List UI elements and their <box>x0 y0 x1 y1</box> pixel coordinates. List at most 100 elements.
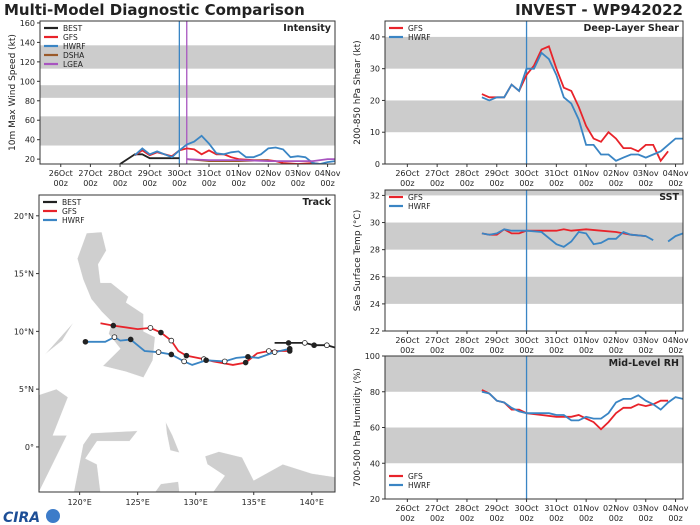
x-tick-hour: 00z <box>202 179 216 188</box>
track-position-marker <box>168 351 175 358</box>
storm-id: INVEST - WP942022 <box>515 1 683 19</box>
cira-logo-globe <box>46 509 60 523</box>
land-mass <box>73 430 139 493</box>
x-tick-date: 28Oct <box>108 169 132 178</box>
x-tick-hour: 00z <box>400 179 414 188</box>
x-tick-hour: 00z <box>668 179 682 188</box>
x-tick-hour: 00z <box>113 179 127 188</box>
x-tick-hour: 00z <box>668 514 682 523</box>
cira-logo: CIRA <box>3 509 60 525</box>
rh-panel: 2040608010026Oct00z27Oct00z28Oct00z29Oct… <box>353 352 689 523</box>
y-tick-label: 30 <box>370 219 380 228</box>
track-position-marker <box>271 349 278 355</box>
track-position-marker <box>155 349 162 355</box>
legend-label-hwrf: HWRF <box>408 33 431 42</box>
land-mass <box>38 388 69 493</box>
y-tick-label: 20 <box>370 96 380 105</box>
x-tick-hour: 00z <box>519 514 533 523</box>
x-tick-date: 26Oct <box>49 169 73 178</box>
legend-label-gfs: GFS <box>408 24 423 33</box>
lat-tick-label: 10°N <box>14 327 34 336</box>
legend-label-hwrf: HWRF <box>408 481 431 490</box>
y-axis-label: 200-850 hPa Shear (kt) <box>353 40 363 144</box>
x-tick-date: 31Oct <box>544 336 568 345</box>
x-tick-date: 30Oct <box>515 169 539 178</box>
x-tick-date: 01Nov <box>573 504 599 513</box>
shaded-band <box>385 222 683 250</box>
x-tick-hour: 00z <box>519 179 533 188</box>
x-tick-date: 28Oct <box>455 336 479 345</box>
track-position-marker <box>82 338 89 345</box>
x-tick-date: 02Nov <box>255 169 281 178</box>
x-tick-hour: 00z <box>143 179 157 188</box>
x-tick-hour: 00z <box>639 514 653 523</box>
x-tick-date: 28Oct <box>455 169 479 178</box>
lat-tick-label: 5°N <box>19 385 34 394</box>
x-tick-hour: 00z <box>668 346 682 355</box>
shear-panel: 01020304026Oct00z27Oct00z28Oct00z29Oct00… <box>353 20 689 188</box>
x-tick-hour: 00z <box>231 179 245 188</box>
legend-label-gfs: GFS <box>62 207 77 216</box>
x-tick-hour: 00z <box>430 179 444 188</box>
x-tick-date: 03Nov <box>633 504 659 513</box>
series-gfs <box>481 389 669 431</box>
x-tick-hour: 00z <box>490 346 504 355</box>
track-position-marker <box>181 358 187 365</box>
y-tick-label: 40 <box>370 33 380 42</box>
y-tick-label: 24 <box>370 300 380 309</box>
series-best <box>119 153 180 164</box>
x-tick-date: 27Oct <box>425 336 449 345</box>
y-tick-label: 120 <box>20 58 35 67</box>
x-tick-hour: 00z <box>639 346 653 355</box>
y-tick-label: 60 <box>25 116 35 125</box>
legend-label-gfs: GFS <box>408 193 423 202</box>
lat-tick-label: 20°N <box>14 212 34 221</box>
series-hwrf <box>481 228 683 248</box>
shaded-band <box>385 36 683 69</box>
legend-label-best: BEST <box>62 198 82 207</box>
shaded-band <box>385 190 683 196</box>
land-mass <box>204 451 336 493</box>
x-tick-date: 27Oct <box>425 504 449 513</box>
x-tick-date: 28Oct <box>455 504 479 513</box>
lon-tick-label: 125°E <box>126 498 150 507</box>
x-tick-date: 26Oct <box>395 169 419 178</box>
track-position-marker <box>285 340 292 346</box>
x-tick-date: 30Oct <box>167 169 191 178</box>
y-tick-label: 32 <box>370 191 380 200</box>
x-tick-date: 27Oct <box>425 169 449 178</box>
track-position-marker <box>203 357 209 364</box>
x-tick-date: 29Oct <box>485 504 509 513</box>
shaded-band <box>40 45 335 69</box>
legend-label-hwrf: HWRF <box>408 202 431 211</box>
panel-frame <box>384 189 684 332</box>
panel-frame <box>384 355 684 500</box>
track-position-marker <box>168 337 175 344</box>
x-tick-hour: 00z <box>172 179 186 188</box>
track-position-marker <box>221 358 228 365</box>
y-tick-label: 40 <box>370 459 380 468</box>
x-tick-hour: 00z <box>490 514 504 523</box>
x-tick-date: 30Oct <box>515 504 539 513</box>
x-tick-date: 30Oct <box>515 336 539 345</box>
shaded-band <box>385 100 683 133</box>
y-tick-label: 10 <box>370 128 380 137</box>
x-tick-date: 29Oct <box>485 336 509 345</box>
shaded-band <box>40 85 335 98</box>
x-tick-hour: 00z <box>549 179 563 188</box>
x-tick-hour: 00z <box>579 179 593 188</box>
x-tick-hour: 00z <box>609 514 623 523</box>
figure-title: Multi-Model Diagnostic Comparison <box>4 1 305 19</box>
y-tick-label: 80 <box>370 388 380 397</box>
x-tick-hour: 00z <box>639 179 653 188</box>
x-tick-hour: 00z <box>460 514 474 523</box>
y-tick-label: 0 <box>375 160 380 169</box>
x-tick-date: 01Nov <box>573 336 599 345</box>
x-tick-hour: 00z <box>400 346 414 355</box>
track-panel: 120°E 125°E 130°E 135°E 140°E 0° 5°N 10°N 15°N 20… <box>14 194 336 507</box>
track-position-marker <box>158 329 164 336</box>
y-tick-label: 30 <box>370 65 380 74</box>
x-tick-date: 27Oct <box>78 169 102 178</box>
y-tick-label: 140 <box>20 38 35 47</box>
